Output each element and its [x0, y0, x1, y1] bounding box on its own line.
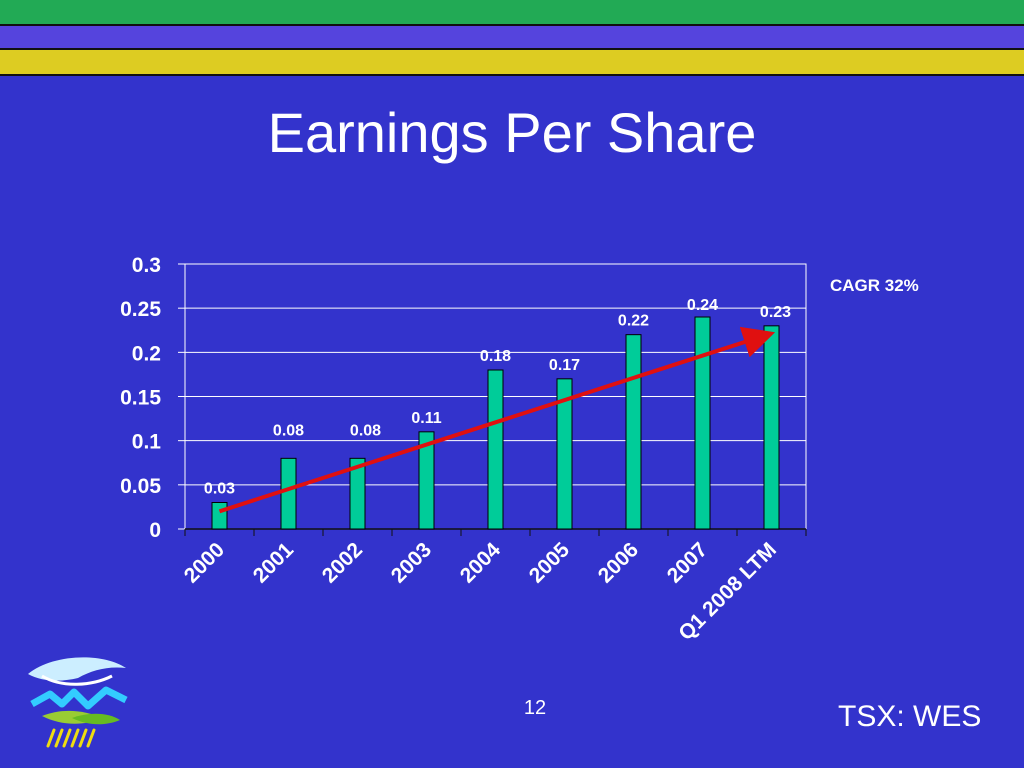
x-category-label: 2002 [318, 538, 367, 587]
bar-q1-2008-ltm [763, 325, 780, 530]
y-tick-label: 0.1 [132, 431, 162, 454]
bar-2006 [625, 334, 642, 530]
x-category-label: 2000 [180, 538, 229, 587]
data-label: 0.11 [411, 410, 441, 427]
bar-2005 [556, 378, 573, 530]
y-tick-label: 0 [149, 519, 161, 542]
data-label: 0.08 [273, 422, 304, 439]
bar-2002 [349, 457, 366, 530]
bar-2007 [694, 316, 711, 530]
bar-2000 [211, 502, 228, 530]
top-stripe-purple [0, 26, 1024, 50]
data-label: 0.17 [549, 357, 580, 374]
x-category-label: 2005 [525, 538, 575, 588]
x-category-label: 2003 [387, 538, 436, 587]
bar-2003 [418, 431, 435, 530]
page-number: 12 [523, 697, 547, 719]
cagr-annotation: CAGR 32% [830, 276, 919, 295]
x-category-label: 2001 [249, 538, 299, 588]
bar-2004 [487, 369, 504, 530]
y-tick-label: 0.15 [120, 387, 161, 410]
data-label: 0.08 [350, 422, 381, 439]
data-label: 0.18 [480, 348, 511, 365]
ticker-symbol: TSX: WES [838, 700, 982, 733]
y-tick-label: 0.05 [120, 475, 161, 498]
data-label: 0.03 [204, 481, 235, 498]
trend-arrow-line [218, 326, 776, 514]
y-tick-label: 0.3 [132, 254, 161, 277]
company-logo-icon [28, 657, 128, 748]
x-category-label: 2007 [663, 538, 712, 587]
eps-bar-chart: 0 0.05 0.1 0.15 0.2 0.25 0.3 0.03 2000 0.08 2001 0.… [120, 254, 807, 645]
y-tick-label: 0.2 [132, 342, 161, 365]
x-category-label: 2006 [594, 538, 643, 587]
data-label: 0.23 [760, 304, 791, 321]
top-stripe-yellow [0, 50, 1024, 76]
data-label: 0.24 [687, 297, 718, 314]
page-title: Earnings Per Share [267, 101, 757, 164]
x-category-label: 2004 [456, 538, 506, 588]
top-stripe-green [0, 0, 1024, 26]
bar-2001 [280, 457, 297, 530]
y-tick-label: 0.25 [120, 298, 161, 321]
data-label: 0.22 [618, 313, 649, 330]
